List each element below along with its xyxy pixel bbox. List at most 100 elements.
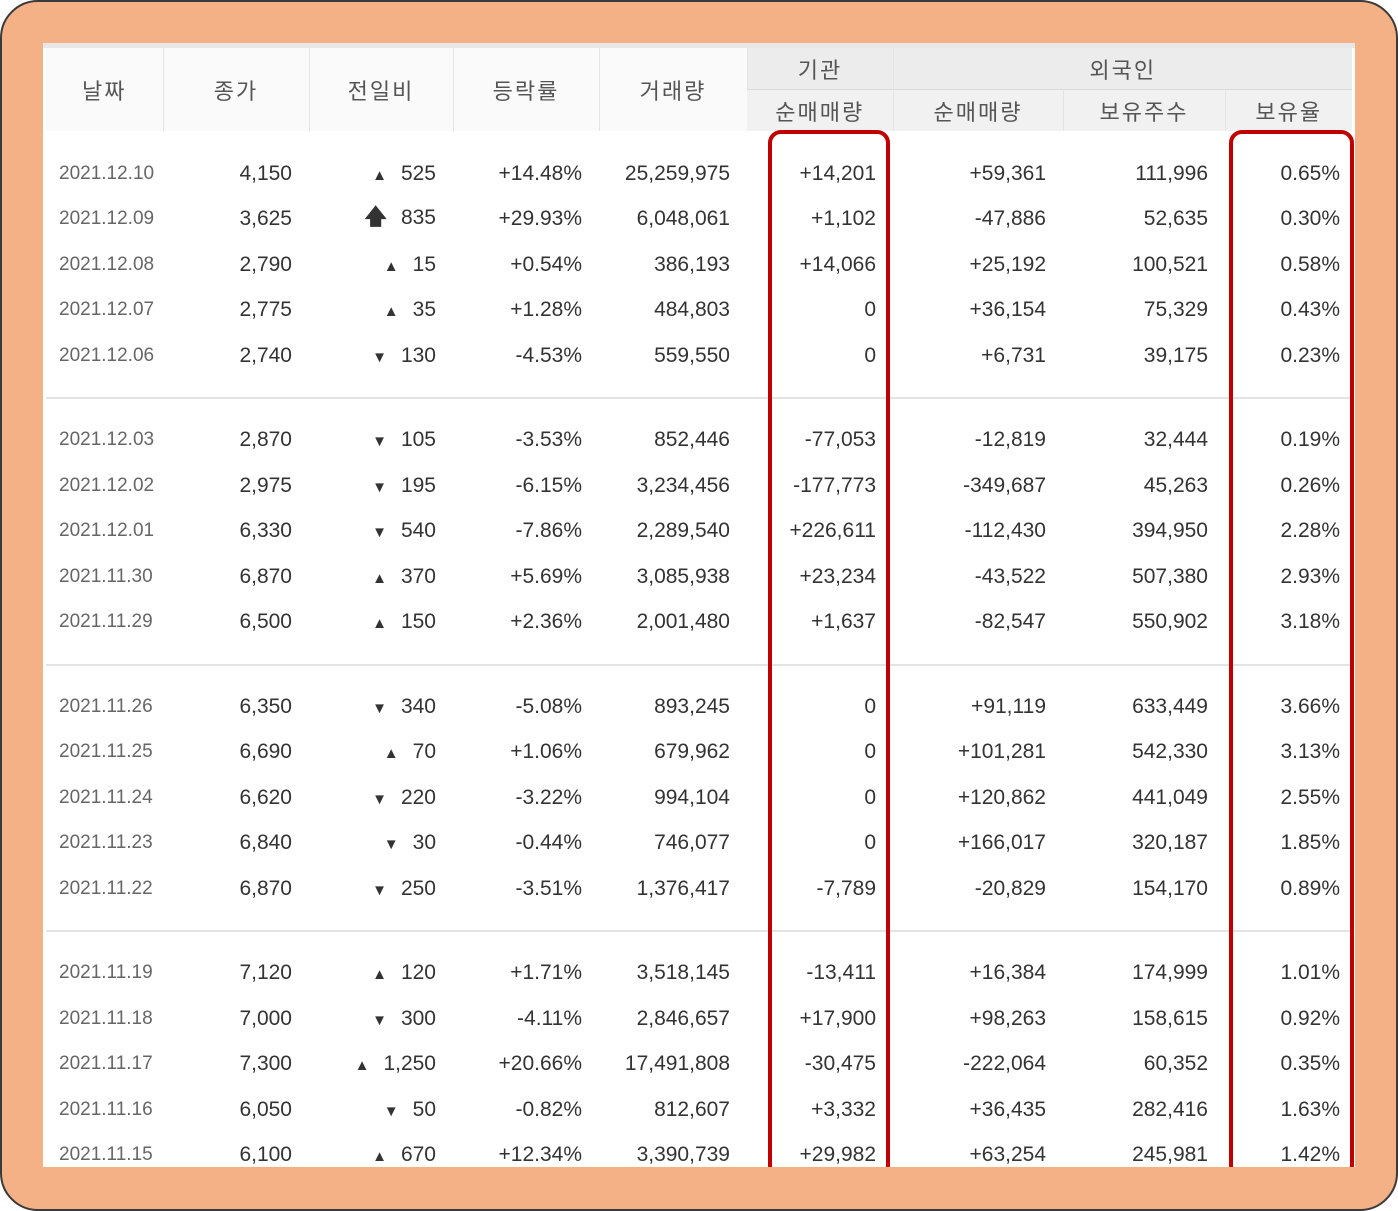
up-triangle-icon: ▲ (372, 615, 387, 633)
table-row: 2021.12.02 2,975 ▼ 195 -6.15% 3,234,456 -177,7… (46, 463, 1352, 509)
institution-net-cell: +23,234 (799, 564, 877, 588)
down-triangle-icon: ▼ (372, 790, 387, 808)
foreign-holding-cell: 158,615 (1132, 1006, 1208, 1030)
group-separator (46, 912, 1353, 951)
up-triangle-icon: ▲ (354, 1057, 370, 1075)
row-group: 2021.12.03 2,870 ▼ 105 -3.53% 852,446 -77,053 -… (46, 418, 1352, 646)
date-cell: 2021.11.23 (59, 832, 153, 854)
institution-net-cell: +226,611 (789, 519, 876, 543)
table-row: 2021.11.16 6,050 ▼ 50 -0.82% 812,607 +3,332 +36… (46, 1087, 1352, 1133)
institution-net-cell: +14,201 (799, 161, 877, 185)
rate-cell: +20.66% (498, 1052, 583, 1076)
institution-net-cell: 0 (864, 785, 876, 809)
table-row: 2021.11.25 6,690 ▲ 70 +1.06% 679,962 0 +101,281… (46, 730, 1352, 776)
institution-net-cell: 0 (864, 298, 876, 322)
foreign-holding-cell: 320,187 (1132, 831, 1208, 855)
down-triangle-icon: ▼ (372, 1011, 387, 1029)
volume-cell: 386,193 (654, 252, 730, 276)
diff-value: 15 (412, 252, 436, 276)
close-cell: 6,330 (239, 519, 292, 543)
up-triangle-icon: ▲ (383, 257, 399, 275)
volume-cell: 2,289,540 (636, 519, 730, 543)
close-cell: 6,870 (239, 876, 292, 900)
date-cell: 2021.12.03 (59, 429, 155, 451)
foreign-holding-cell: 60,352 (1143, 1052, 1208, 1076)
close-cell: 7,120 (239, 961, 292, 985)
down-triangle-icon: ▼ (372, 433, 387, 451)
diff-cell: ▲ 150 (309, 600, 453, 646)
diff-value: 195 (400, 473, 436, 497)
volume-cell: 812,607 (654, 1097, 730, 1121)
volume-cell: 6,048,061 (636, 207, 730, 231)
header-institution-net: 순매매량 (747, 89, 893, 131)
table-row: 2021.11.23 6,840 ▼ 30 -0.44% 746,077 0 +166,017… (46, 821, 1352, 867)
foreign-holding-cell: 550,902 (1132, 610, 1208, 634)
foreign-holding-cell: 154,170 (1132, 876, 1208, 900)
separator-line (46, 663, 1353, 666)
rate-cell: -6.15% (515, 473, 582, 497)
foreign-ratio-cell: 0.43% (1280, 298, 1341, 322)
foreign-net-cell: +36,435 (969, 1097, 1047, 1121)
institution-net-cell: +1,637 (811, 610, 876, 634)
diff-cell: ▲ 35 (309, 288, 453, 334)
institution-net-cell: +3,332 (811, 1097, 876, 1121)
foreign-ratio-cell: 0.35% (1280, 1052, 1341, 1076)
table-row: 2021.11.26 6,350 ▼ 340 -5.08% 893,245 0 +91,119… (46, 684, 1352, 730)
diff-cell: ▲ 525 (309, 151, 453, 197)
date-cell: 2021.12.02 (59, 474, 155, 496)
close-cell: 2,870 (239, 428, 292, 452)
foreign-holding-cell: 441,049 (1132, 785, 1208, 809)
close-cell: 7,000 (239, 1006, 292, 1030)
table-row: 2021.12.09 3,625 🡅 835 +29.93% 6,048,061 +1,10… (46, 197, 1352, 243)
header-volume: 거래량 (598, 48, 747, 131)
foreign-net-cell: +120,862 (957, 785, 1046, 809)
date-cell: 2021.11.19 (59, 962, 153, 984)
rate-cell: -0.82% (515, 1097, 582, 1121)
volume-cell: 1,376,417 (636, 876, 730, 900)
date-cell: 2021.12.06 (59, 344, 155, 366)
foreign-ratio-cell: 1.01% (1280, 961, 1341, 985)
up-triangle-icon: ▲ (383, 303, 399, 321)
close-cell: 6,350 (239, 694, 292, 718)
institution-net-cell: +17,900 (799, 1006, 877, 1030)
close-cell: 6,840 (239, 831, 292, 855)
foreign-ratio-cell: 2.55% (1280, 785, 1341, 809)
volume-cell: 2,001,480 (636, 610, 730, 634)
down-triangle-icon: ▼ (383, 836, 399, 854)
institution-net-cell: -13,411 (806, 961, 876, 985)
volume-cell: 25,259,975 (624, 161, 730, 185)
foreign-net-cell: +63,254 (969, 1143, 1047, 1167)
diff-value: 525 (400, 161, 436, 185)
table-row: 2021.11.18 7,000 ▼ 300 -4.11% 2,846,657 +17,90… (46, 996, 1352, 1042)
diff-value: 120 (400, 961, 436, 985)
foreign-net-cell: +36,154 (969, 298, 1047, 322)
foreign-holding-cell: 111,996 (1135, 161, 1208, 185)
diff-value: 370 (400, 564, 436, 588)
close-cell: 2,740 (239, 343, 292, 367)
rate-cell: +1.06% (510, 740, 582, 764)
rate-cell: -4.11% (517, 1006, 582, 1030)
volume-cell: 893,245 (654, 694, 730, 718)
foreign-ratio-cell: 0.58% (1280, 252, 1341, 276)
foreign-ratio-cell: 3.66% (1280, 694, 1341, 718)
diff-value: 150 (400, 610, 436, 634)
table-row: 2021.11.17 7,300 ▲ 1,250 +20.66% 17,491,808 -3… (46, 1042, 1352, 1088)
foreign-ratio-cell: 1.63% (1280, 1097, 1341, 1121)
rate-cell: -5.08% (515, 694, 582, 718)
header-date: 날짜 (46, 48, 163, 131)
foreign-ratio-cell: 1.42% (1280, 1143, 1341, 1167)
table-row: 2021.12.08 2,790 ▲ 15 +0.54% 386,193 +14,066 +2… (46, 242, 1352, 288)
foreign-holding-cell: 32,444 (1143, 428, 1208, 452)
table-row: 2021.11.15 6,100 ▲ 670 +12.34% 3,390,739 +29,9… (46, 1133, 1352, 1168)
foreign-net-cell: +98,263 (969, 1006, 1047, 1030)
diff-value: 835 (400, 206, 436, 230)
date-cell: 2021.11.16 (59, 1098, 153, 1120)
foreign-net-cell: -349,687 (963, 473, 1046, 497)
up-triangle-icon: ▲ (372, 166, 387, 184)
volume-cell: 746,077 (654, 831, 730, 855)
date-cell: 2021.11.17 (59, 1053, 153, 1075)
close-cell: 2,775 (239, 298, 292, 322)
foreign-holding-cell: 282,416 (1132, 1097, 1208, 1121)
foreign-holding-cell: 245,981 (1132, 1143, 1208, 1167)
diff-cell: ▼ 30 (309, 821, 453, 867)
